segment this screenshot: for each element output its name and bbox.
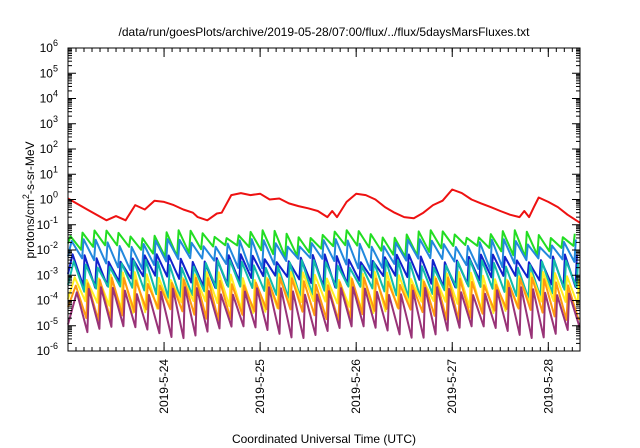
axes: 10-6 10-5 10-4 10-3 10-2 10-1 100 101 102 103 104 1… — [37, 38, 581, 414]
y-tick-label: 10-2 — [37, 240, 58, 257]
series-layer — [67, 188, 581, 340]
x-tick-label: 2019-5-27 — [445, 359, 459, 414]
x-tick-label: 2019-5-24 — [157, 359, 171, 414]
x-tick-label: 2019-5-25 — [253, 359, 267, 414]
series-line-3 — [67, 253, 578, 289]
series-line-7 — [67, 286, 581, 340]
y-tick-label: 105 — [40, 63, 58, 80]
series-line-1 — [67, 229, 576, 259]
x-axis-label: Coordinated Universal Time (UTC) — [232, 432, 416, 446]
y-tick-label: 102 — [40, 139, 58, 156]
series-line-2 — [67, 238, 577, 272]
x-tick-label: 2019-5-26 — [349, 359, 363, 414]
series-line-6 — [67, 276, 580, 322]
y-tick-label: 104 — [40, 89, 58, 106]
series-line-5 — [67, 271, 580, 314]
chart-title: /data/run/goesPlots/archive/2019-05-28/0… — [119, 25, 531, 39]
y-tick-label: 10-5 — [37, 316, 58, 333]
series-line-0 — [67, 188, 581, 224]
series-line-4 — [67, 259, 579, 300]
y-tick-label: 10-6 — [37, 341, 58, 358]
x-tick-label: 2019-5-28 — [541, 359, 555, 414]
y-axis-label: protons/cm2-s-sr-MeV — [21, 141, 37, 258]
y-tick-label: 10-4 — [37, 291, 58, 308]
y-tick-label: 10-1 — [37, 215, 58, 232]
y-tick-label: 106 — [40, 38, 58, 55]
y-tick-label: 100 — [40, 190, 58, 207]
y-tick-label: 101 — [40, 164, 58, 181]
y-tick-label: 10-3 — [37, 265, 58, 282]
y-tick-label: 103 — [40, 114, 58, 131]
